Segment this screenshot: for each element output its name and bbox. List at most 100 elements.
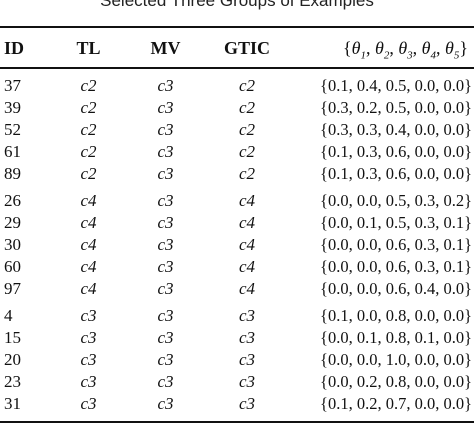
cell-mv: c3 <box>157 163 174 183</box>
cell-theta: {0.0, 0.0, 1.0, 0.0, 0.0} <box>320 349 472 369</box>
cell-tl: c4 <box>80 256 97 276</box>
cell-id: 52 <box>4 119 21 139</box>
table-row: 61 c2 c3 c2 {0.1, 0.3, 0.6, 0.0, 0.0} <box>0 141 474 163</box>
top-rule <box>0 26 474 28</box>
cell-gtic: c4 <box>238 278 256 298</box>
cell-id: 29 <box>4 212 21 232</box>
cell-mv: c3 <box>157 305 174 325</box>
cell-mv: c3 <box>157 97 174 117</box>
cell-theta: {0.1, 0.4, 0.5, 0.0, 0.0} <box>320 75 472 95</box>
table-row: 52 c2 c3 c2 {0.3, 0.3, 0.4, 0.0, 0.0} <box>0 119 474 141</box>
cell-tl: c4 <box>80 190 97 210</box>
cell-theta: {0.3, 0.3, 0.4, 0.0, 0.0} <box>320 119 472 139</box>
cell-id: 30 <box>4 234 21 254</box>
cell-gtic: c4 <box>238 212 256 232</box>
table-row: 60 c4 c3 c4 {0.0, 0.0, 0.6, 0.3, 0.1} <box>0 256 474 278</box>
cell-theta: {0.1, 0.2, 0.7, 0.0, 0.0} <box>320 393 472 413</box>
cell-mv: c3 <box>157 327 174 347</box>
cell-mv: c3 <box>157 75 174 95</box>
cell-gtic: c3 <box>238 349 256 369</box>
table-body: 37 c2 c3 c2 {0.1, 0.4, 0.5, 0.0, 0.0} 39 c2 c3 c… <box>0 73 474 415</box>
cell-tl: c4 <box>80 234 97 254</box>
cell-id: 15 <box>4 327 21 347</box>
cell-mv: c3 <box>157 212 174 232</box>
cell-gtic: c2 <box>238 75 256 95</box>
cell-tl: c2 <box>80 141 97 161</box>
cell-theta: {0.0, 0.0, 0.5, 0.3, 0.2} <box>320 190 472 210</box>
cell-gtic: c2 <box>238 163 256 183</box>
header-theta: {θ1, θ2, θ3, θ4, θ5} <box>343 38 468 62</box>
cell-id: 37 <box>4 75 21 95</box>
cell-tl: c3 <box>80 349 97 369</box>
cell-theta: {0.1, 0.3, 0.6, 0.0, 0.0} <box>320 141 472 161</box>
cell-mv: c3 <box>157 141 174 161</box>
header-row: ID TL MV GTIC {θ1, θ2, θ3, θ4, θ5} <box>0 31 474 73</box>
cell-id: 89 <box>4 163 21 183</box>
cell-theta: {0.0, 0.1, 0.8, 0.1, 0.0} <box>320 327 472 347</box>
cell-theta: {0.1, 0.3, 0.6, 0.0, 0.0} <box>320 163 472 183</box>
cell-tl: c3 <box>80 327 97 347</box>
cell-mv: c3 <box>157 256 174 276</box>
cell-gtic: c2 <box>238 119 256 139</box>
cell-id: 61 <box>4 141 21 161</box>
cell-id: 60 <box>4 256 21 276</box>
cell-theta: {0.1, 0.0, 0.8, 0.0, 0.0} <box>320 305 472 325</box>
cell-id: 39 <box>4 97 21 117</box>
cell-id: 26 <box>4 190 21 210</box>
header-rule <box>0 67 474 69</box>
table-row: 23 c3 c3 c3 {0.0, 0.2, 0.8, 0.0, 0.0} <box>0 371 474 393</box>
header-tl: TL <box>76 38 101 58</box>
cell-mv: c3 <box>157 349 174 369</box>
bottom-rule <box>0 421 474 423</box>
table-row: 37 c2 c3 c2 {0.1, 0.4, 0.5, 0.0, 0.0} <box>0 73 474 97</box>
cell-gtic: c2 <box>238 97 256 117</box>
cell-mv: c3 <box>157 371 174 391</box>
cell-theta: {0.0, 0.2, 0.8, 0.0, 0.0} <box>320 371 472 391</box>
cell-tl: c2 <box>80 75 97 95</box>
cell-mv: c3 <box>157 278 174 298</box>
cell-gtic: c3 <box>238 327 256 347</box>
cell-id: 31 <box>4 393 21 413</box>
cell-tl: c4 <box>80 278 97 298</box>
cell-gtic: c4 <box>238 256 256 276</box>
examples-table: ID TL MV GTIC {θ1, θ2, θ3, θ4, θ5} 37 c2 c… <box>0 31 474 415</box>
table-row: 26 c4 c3 c4 {0.0, 0.0, 0.5, 0.3, 0.2} <box>0 185 474 212</box>
cell-tl: c4 <box>80 212 97 232</box>
cell-gtic: c4 <box>238 234 256 254</box>
cell-gtic: c3 <box>238 371 256 391</box>
cell-gtic: c2 <box>238 141 256 161</box>
cell-theta: {0.0, 0.0, 0.6, 0.3, 0.1} <box>320 234 472 254</box>
cell-theta: {0.0, 0.1, 0.5, 0.3, 0.1} <box>320 212 472 232</box>
table-row: 15 c3 c3 c3 {0.0, 0.1, 0.8, 0.1, 0.0} <box>0 327 474 349</box>
table-row: 31 c3 c3 c3 {0.1, 0.2, 0.7, 0.0, 0.0} <box>0 393 474 415</box>
cell-gtic: c4 <box>238 190 256 210</box>
cell-gtic: c3 <box>238 393 256 413</box>
cell-theta: {0.3, 0.2, 0.5, 0.0, 0.0} <box>320 97 472 117</box>
cell-mv: c3 <box>157 234 174 254</box>
table-row: 39 c2 c3 c2 {0.3, 0.2, 0.5, 0.0, 0.0} <box>0 97 474 119</box>
table-row: 89 c2 c3 c2 {0.1, 0.3, 0.6, 0.0, 0.0} <box>0 163 474 185</box>
cell-mv: c3 <box>157 393 174 413</box>
cell-id: 20 <box>4 349 21 369</box>
cell-tl: c3 <box>80 371 97 391</box>
table-row: 20 c3 c3 c3 {0.0, 0.0, 1.0, 0.0, 0.0} <box>0 349 474 371</box>
cell-theta: {0.0, 0.0, 0.6, 0.3, 0.1} <box>320 256 472 276</box>
cell-tl: c3 <box>80 305 97 325</box>
table-row: 30 c4 c3 c4 {0.0, 0.0, 0.6, 0.3, 0.1} <box>0 234 474 256</box>
cell-id: 4 <box>4 305 13 325</box>
cell-mv: c3 <box>157 119 174 139</box>
cell-tl: c2 <box>80 163 97 183</box>
table-caption: Selected Three Groups of Examples <box>100 0 374 10</box>
header-gtic: GTIC <box>223 38 270 58</box>
cell-id: 97 <box>4 278 21 298</box>
table-row: 97 c4 c3 c4 {0.0, 0.0, 0.6, 0.4, 0.0} <box>0 278 474 300</box>
header-mv: MV <box>150 38 181 58</box>
cell-mv: c3 <box>157 190 174 210</box>
cell-gtic: c3 <box>238 305 256 325</box>
cell-tl: c2 <box>80 97 97 117</box>
cell-id: 23 <box>4 371 21 391</box>
cell-tl: c2 <box>80 119 97 139</box>
table-row: 29 c4 c3 c4 {0.0, 0.1, 0.5, 0.3, 0.1} <box>0 212 474 234</box>
cell-tl: c3 <box>80 393 97 413</box>
cell-theta: {0.0, 0.0, 0.6, 0.4, 0.0} <box>320 278 472 298</box>
